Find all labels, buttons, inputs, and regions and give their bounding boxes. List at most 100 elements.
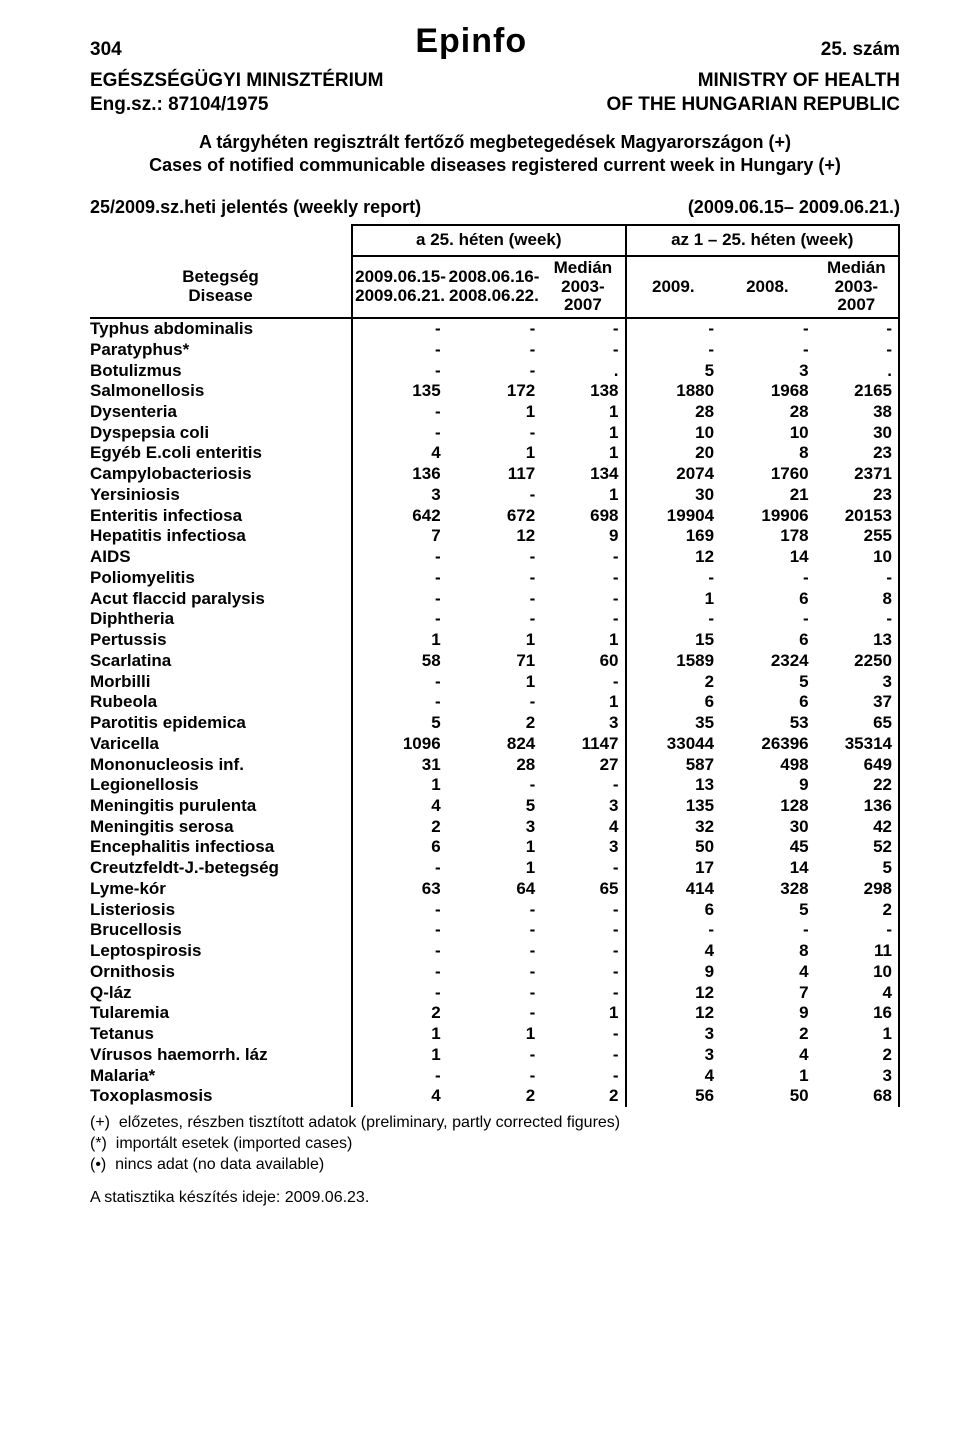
cell-value: - [626,340,721,361]
cell-value: - [541,589,625,610]
cell-value: 22 [815,775,899,796]
table-row: Dyspepsia coli--1101030 [90,423,899,444]
table-row: Brucellosis------ [90,920,899,941]
cell-value: 15 [626,630,721,651]
org-left-ref: Eng.sz.: 87104/1975 [90,93,383,117]
cell-value: 136 [815,796,899,817]
table-row: Meningitis serosa234323042 [90,817,899,838]
cell-value: 498 [720,755,815,776]
col-b3-l1: Medián [817,259,896,278]
cell-value: - [541,672,625,693]
cell-value: 52 [815,837,899,858]
cell-value: 1 [541,443,625,464]
disease-name: Meningitis serosa [90,817,352,838]
cell-value: 30 [720,817,815,838]
col-a1-l1: 2009.06.15- [355,268,445,287]
cell-value: 4 [352,796,447,817]
cell-value: 32 [626,817,721,838]
org-left: EGÉSZSÉGÜGYI MINISZTÉRIUM Eng.sz.: 87104… [90,69,383,117]
cell-value: 58 [352,651,447,672]
cell-value: 8 [720,443,815,464]
cell-value: 1 [352,1045,447,1066]
cell-value: 7 [720,983,815,1004]
report-row: 25/2009.sz.heti jelentés (weekly report)… [90,197,900,218]
cell-value: - [352,858,447,879]
cell-value: 31 [352,755,447,776]
cell-value: 2 [815,1045,899,1066]
cell-value: 50 [720,1086,815,1107]
cell-value: 1880 [626,381,721,402]
cell-value: - [815,318,899,340]
cell-value: 1 [447,837,542,858]
disease-name: Leptospirosis [90,941,352,962]
brand-title: Epinfo [415,22,527,61]
cell-value: 698 [541,506,625,527]
cell-value: - [352,920,447,941]
cell-value: 19904 [626,506,721,527]
disease-name: Malaria* [90,1066,352,1087]
table-row: Listeriosis---652 [90,900,899,921]
cell-value: 2 [352,1003,447,1024]
cell-value: 3 [447,817,542,838]
cell-value: 12 [447,526,542,547]
cell-value: 9 [720,775,815,796]
cell-value: 672 [447,506,542,527]
intro-line-hu: A tárgyhéten regisztrált fertőző megbete… [90,131,900,154]
disease-name: Egyéb E.coli enteritis [90,443,352,464]
disease-name: Q-láz [90,983,352,1004]
footnote-dot: (•) nincs adat (no data available) [90,1155,900,1176]
cell-value: 298 [815,879,899,900]
cell-value: - [447,609,542,630]
cell-value: - [626,920,721,941]
table-row: Leptospirosis---4811 [90,941,899,962]
cell-value: - [447,340,542,361]
table-row: Hepatitis infectiosa7129169178255 [90,526,899,547]
cell-value: 1 [541,692,625,713]
report-code: 25/2009.sz.heti jelentés (weekly report) [90,197,421,218]
cell-value: 4 [720,962,815,983]
cell-value: 10 [815,547,899,568]
cell-value: - [541,1045,625,1066]
cell-value: 1 [815,1024,899,1045]
cell-value: - [447,900,542,921]
cell-value: 6 [720,630,815,651]
org-right: MINISTRY OF HEALTH OF THE HUNGARIAN REPU… [607,69,900,117]
cell-value: - [352,361,447,382]
disease-name: Tetanus [90,1024,352,1045]
cell-value: 1 [447,672,542,693]
table-row: Diphtheria------ [90,609,899,630]
cell-value: - [447,941,542,962]
table-row: Encephalitis infectiosa613504552 [90,837,899,858]
disease-header-hu: Betegség [90,268,351,287]
cell-value: 3 [815,1066,899,1087]
table-row: Tularemia2-112916 [90,1003,899,1024]
cell-value: - [626,568,721,589]
cell-value: 1096 [352,734,447,755]
footnotes: (+) előzetes, részben tisztított adatok … [90,1113,900,1175]
cell-value: - [720,920,815,941]
disease-name: Tularemia [90,1003,352,1024]
cell-value: 56 [626,1086,721,1107]
cell-value: - [541,962,625,983]
cell-value: 2250 [815,651,899,672]
cell-value: 6 [720,692,815,713]
cell-value: - [352,983,447,1004]
cell-value: 20 [626,443,721,464]
cell-value: 3 [541,837,625,858]
cell-value: - [352,692,447,713]
cell-value: - [815,609,899,630]
cell-value: - [352,609,447,630]
cell-value: 587 [626,755,721,776]
cell-value: - [447,361,542,382]
cell-value: 1 [720,1066,815,1087]
cell-value: - [447,920,542,941]
cell-value: 135 [352,381,447,402]
data-table: a 25. héten (week) az 1 – 25. héten (wee… [90,224,900,1107]
cell-value: - [447,775,542,796]
table-row: Q-láz---1274 [90,983,899,1004]
cell-value: 6 [352,837,447,858]
cell-value: 7 [352,526,447,547]
cell-value: 1 [352,630,447,651]
cell-value: 63 [352,879,447,900]
cell-value: 1 [541,402,625,423]
